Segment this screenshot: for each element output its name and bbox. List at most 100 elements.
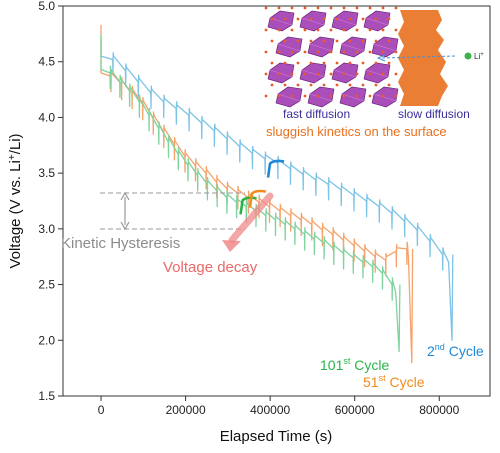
decay-arrow-head — [222, 240, 241, 252]
oxygen-atom — [342, 72, 346, 76]
oxygen-atom — [303, 94, 307, 98]
oxygen-atom — [361, 83, 365, 87]
oxygen-atom — [316, 28, 320, 32]
oxygen-atom — [368, 94, 372, 98]
octahedron-edge — [365, 69, 389, 78]
octahedron — [331, 62, 359, 84]
oxygen-atom — [374, 17, 378, 21]
octahedron-edge — [373, 43, 397, 52]
oxygen-atom — [296, 39, 300, 43]
oxygen-atom — [316, 94, 320, 98]
accent-layer — [239, 159, 285, 215]
oxygen-atom — [368, 50, 372, 54]
oxygen-atom — [290, 6, 294, 10]
oxygen-atom — [381, 28, 385, 32]
octahedron-edge — [277, 43, 301, 52]
octahedron-edge — [269, 17, 293, 26]
oxygen-atom — [361, 61, 365, 65]
li-ion-label: Li+ — [474, 52, 484, 61]
oxygen-atom — [283, 83, 287, 87]
oxygen-atom — [277, 94, 281, 98]
oxygen-atom — [309, 39, 313, 43]
octahedron-edge — [277, 93, 301, 102]
x-ticks: 0 200000 400000 600000 800000 — [98, 396, 460, 417]
x-axis-title: Elapsed Time (s) — [220, 428, 333, 445]
oxygen-atom — [290, 50, 294, 54]
oxygen-atom — [303, 28, 307, 32]
oxygen-atom — [283, 17, 287, 21]
octahedron-edge — [309, 43, 333, 52]
oxygen-atom — [342, 50, 346, 54]
voltage-decay-label: Voltage decay — [163, 259, 258, 276]
label-101st-cycle: 101st Cycle — [320, 356, 389, 373]
kinetic-hysteresis-annotation: Kinetic Hysteresis — [61, 191, 245, 252]
voltage-decay-annotation: Voltage decay — [163, 192, 274, 276]
x-tick-label: 400000 — [250, 403, 290, 417]
series-2nd-cycle — [100, 39, 454, 341]
octahedron — [299, 10, 327, 32]
oxygen-atom — [290, 94, 294, 98]
oxygen-atom — [309, 17, 313, 21]
octahedron — [267, 62, 295, 84]
oxygen-atom — [264, 94, 268, 98]
oxygen-atom — [374, 39, 378, 43]
oxygen-atom — [264, 72, 268, 76]
label-51st-cycle: 51st Cycle — [363, 373, 425, 390]
oxygen-atom — [264, 50, 268, 54]
oxygen-atom — [394, 50, 398, 54]
oxygen-atom — [329, 72, 333, 76]
crystal-inset: Li+ fast diffusion slow diffusion sluggi… — [264, 6, 484, 139]
oxygen-atom — [290, 72, 294, 76]
oxygen-atom — [348, 17, 352, 21]
hysteresis-arrow-head-down — [120, 221, 130, 231]
oxygen-atom — [270, 61, 274, 65]
y-tick-label: 3.0 — [38, 222, 55, 236]
octahedra-lattice — [267, 10, 399, 108]
accent-101st-cycle — [239, 196, 257, 215]
oxygen-atom — [296, 83, 300, 87]
oxygen-atom — [394, 6, 398, 10]
oxygen-atom — [368, 28, 372, 32]
oxygen-atom — [374, 83, 378, 87]
octahedron-edge — [341, 93, 365, 102]
octahedron-edge — [341, 43, 365, 52]
octahedron — [267, 10, 295, 32]
oxygen-atom — [374, 61, 378, 65]
octahedron — [363, 10, 391, 32]
oxygen-atom — [342, 28, 346, 32]
oxygen-atom — [303, 50, 307, 54]
oxygen-atom — [394, 72, 398, 76]
oxygen-atom — [322, 17, 326, 21]
oxygen-atom — [303, 72, 307, 76]
oxygen-atom — [348, 61, 352, 65]
oxygen-atom — [322, 39, 326, 43]
accent-2nd-cycle — [266, 159, 285, 178]
oxygen-atom — [342, 94, 346, 98]
oxygen-atom — [277, 50, 281, 54]
oxygen-atom — [316, 6, 320, 10]
oxygen-atoms — [264, 6, 398, 98]
oxygen-atom — [335, 83, 339, 87]
oxygen-atom — [329, 50, 333, 54]
oxygen-atom — [355, 6, 359, 10]
octahedron-edge — [301, 17, 325, 26]
y-tick-label: 5.0 — [38, 0, 55, 13]
oxygen-atom — [316, 50, 320, 54]
oxygen-atom — [387, 83, 391, 87]
oxygen-atom — [381, 6, 385, 10]
oxygen-atom — [335, 61, 339, 65]
oxygen-atom — [290, 28, 294, 32]
x-tick-label: 600000 — [335, 403, 375, 417]
oxygen-atom — [387, 39, 391, 43]
oxygen-atom — [394, 28, 398, 32]
octahedron-edge — [301, 69, 325, 78]
oxygen-atom — [394, 94, 398, 98]
y-ticks: 1.5 2.0 2.5 3.0 3.5 4.0 4.5 5.0 — [38, 0, 63, 403]
oxygen-atom — [361, 39, 365, 43]
li-diffusion-arrow — [380, 55, 456, 59]
fast-diffusion-label: fast diffusion — [283, 107, 350, 121]
oxygen-atom — [348, 39, 352, 43]
oxygen-atom — [277, 28, 281, 32]
hysteresis-arrow-head-up — [120, 191, 130, 201]
oxygen-atom — [316, 72, 320, 76]
